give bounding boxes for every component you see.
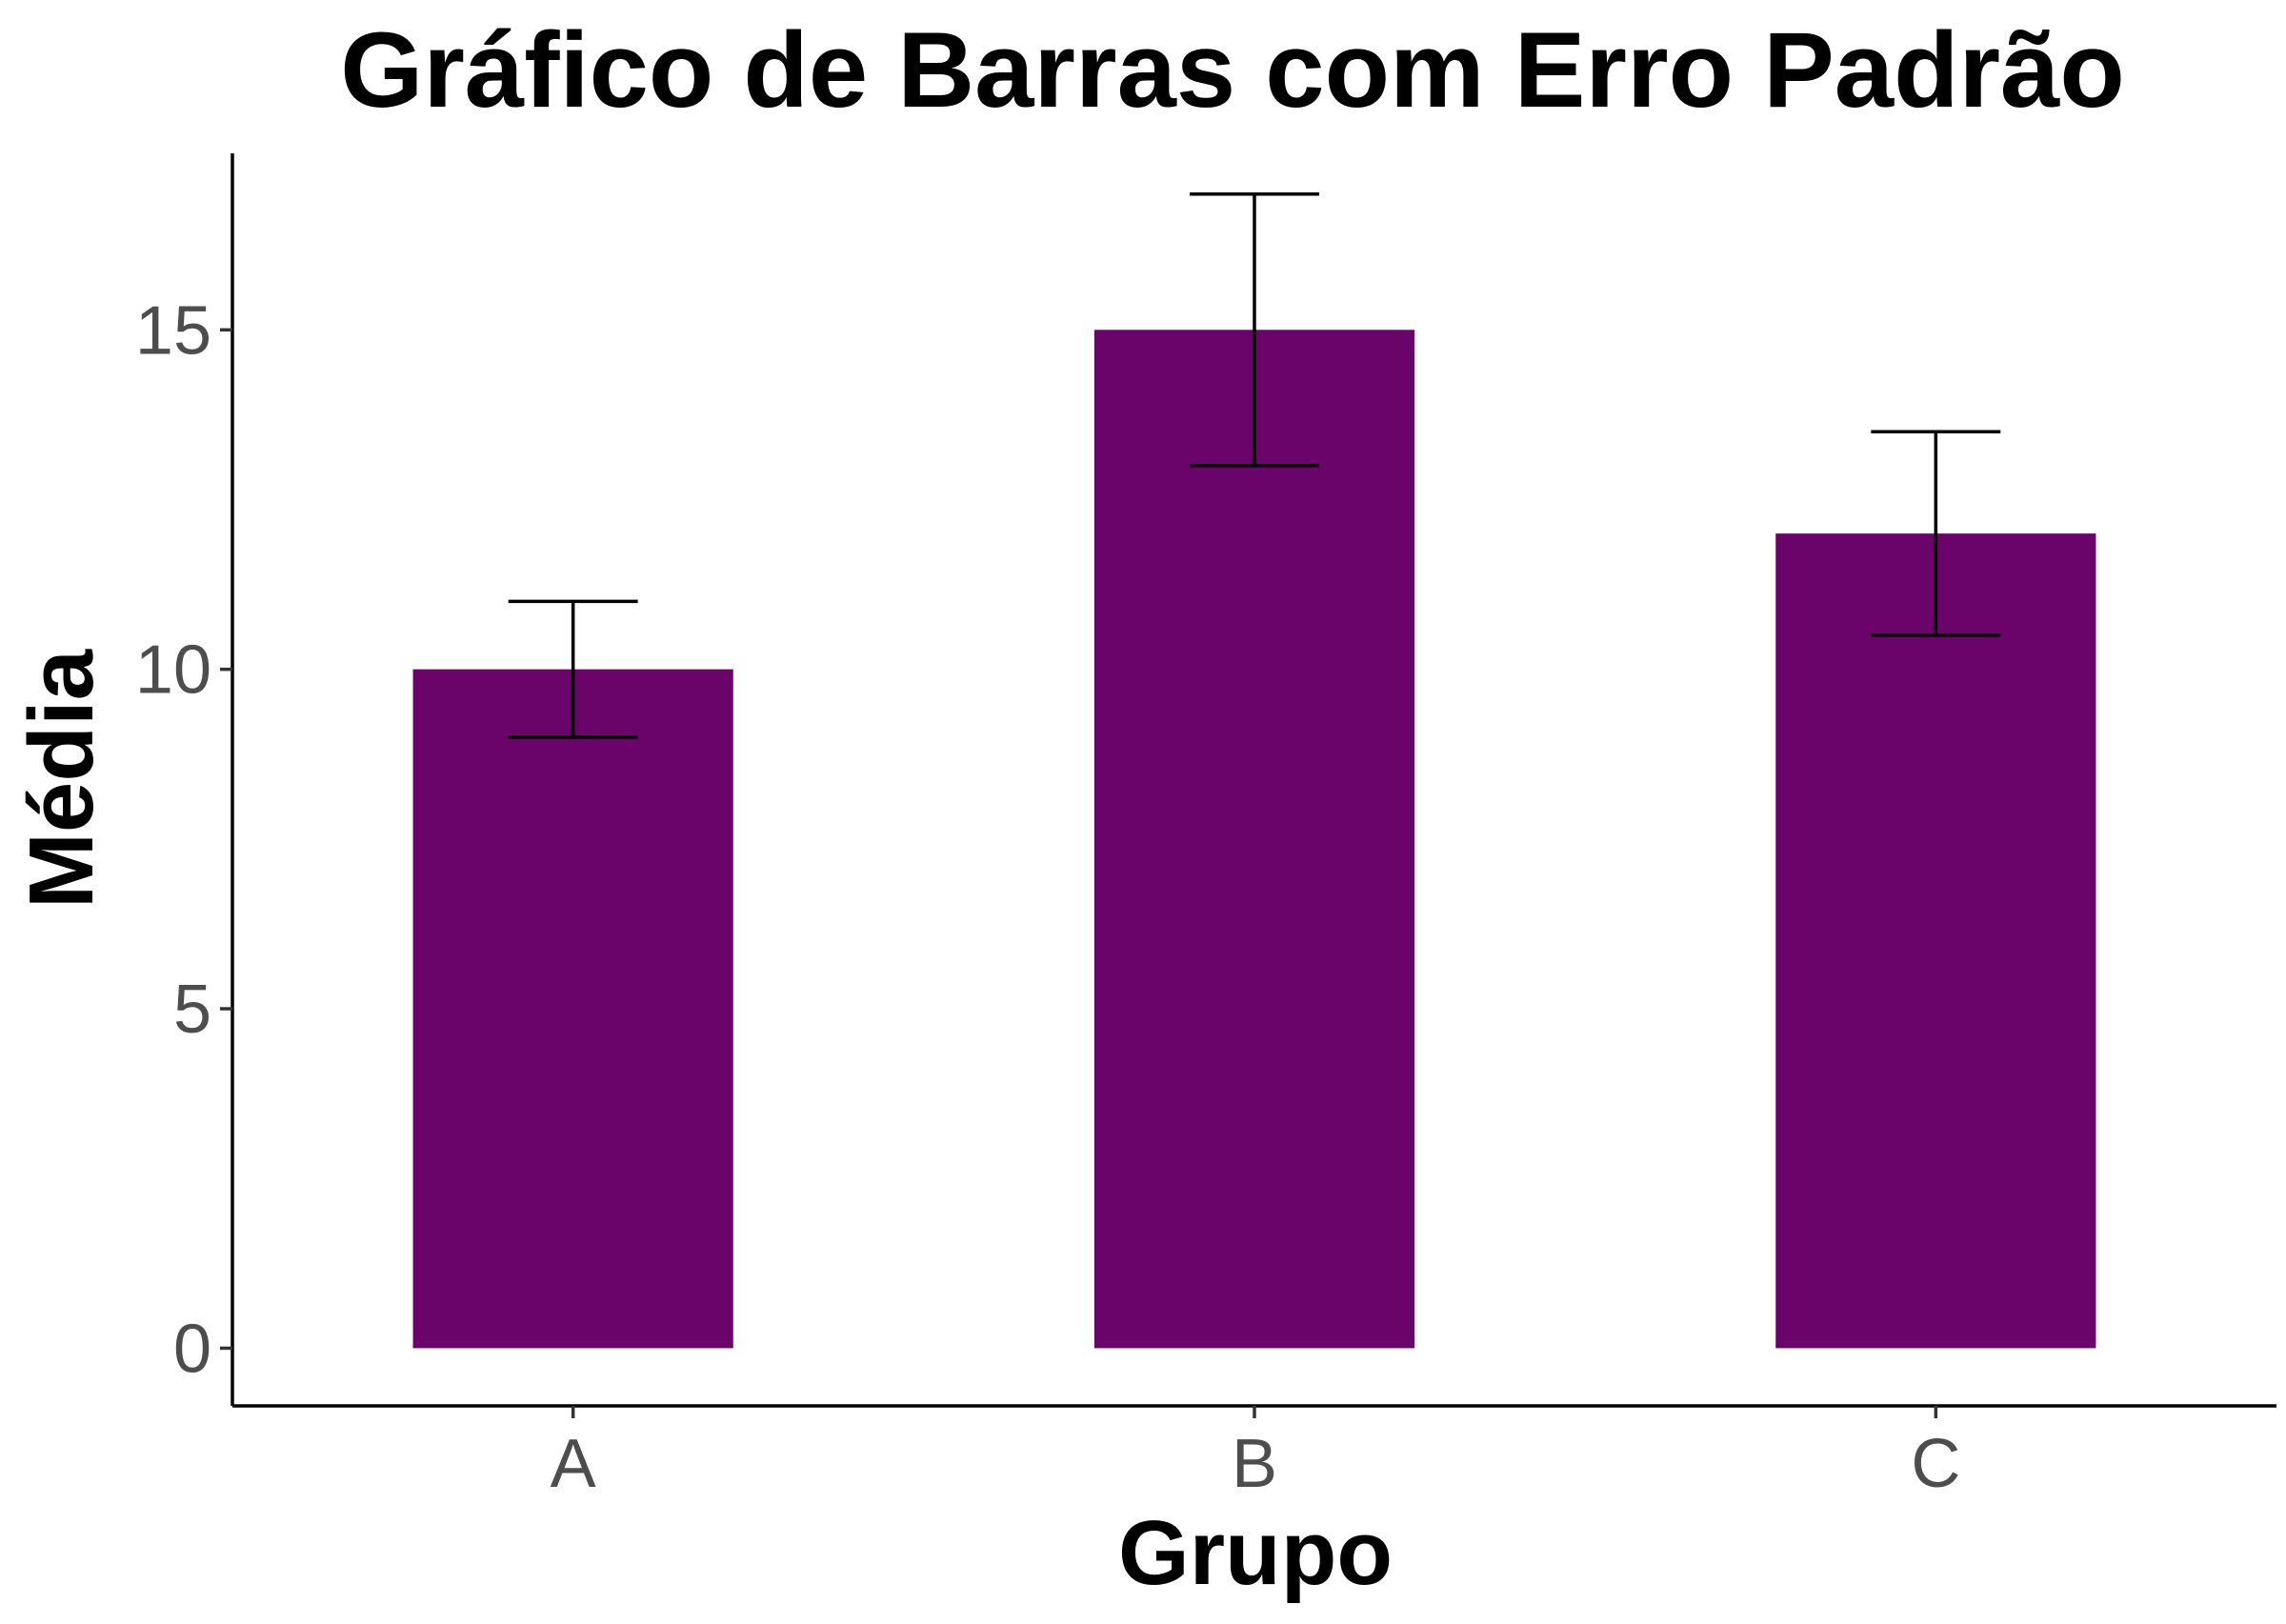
x-tick-label: C xyxy=(1911,1426,1960,1502)
bar-B xyxy=(1093,330,1415,1349)
errorbars-layer xyxy=(508,192,2001,739)
y-ticks-layer: 0 5 10 15 xyxy=(135,292,232,1387)
chart-title: Gráfico de Barras com Erro Padrão xyxy=(340,10,2125,130)
x-axis-title: Grupo xyxy=(1118,1502,1393,1604)
errorbar-C xyxy=(1871,430,2001,637)
y-tick-label: 15 xyxy=(135,292,211,369)
bar-C xyxy=(1775,533,2096,1349)
x-ticks-layer: A B C xyxy=(551,1406,1960,1502)
errorbar-A xyxy=(508,599,638,739)
x-tick-label: A xyxy=(551,1426,596,1502)
x-tick-label: B xyxy=(1232,1426,1277,1502)
bars-layer xyxy=(412,330,2096,1349)
bar-A xyxy=(412,669,733,1349)
errorbar-B xyxy=(1190,192,1319,468)
y-tick-label: 10 xyxy=(135,632,211,709)
y-tick-label: 0 xyxy=(173,1311,211,1387)
y-axis-title: Média xyxy=(10,649,112,909)
y-tick-label: 5 xyxy=(173,972,211,1048)
